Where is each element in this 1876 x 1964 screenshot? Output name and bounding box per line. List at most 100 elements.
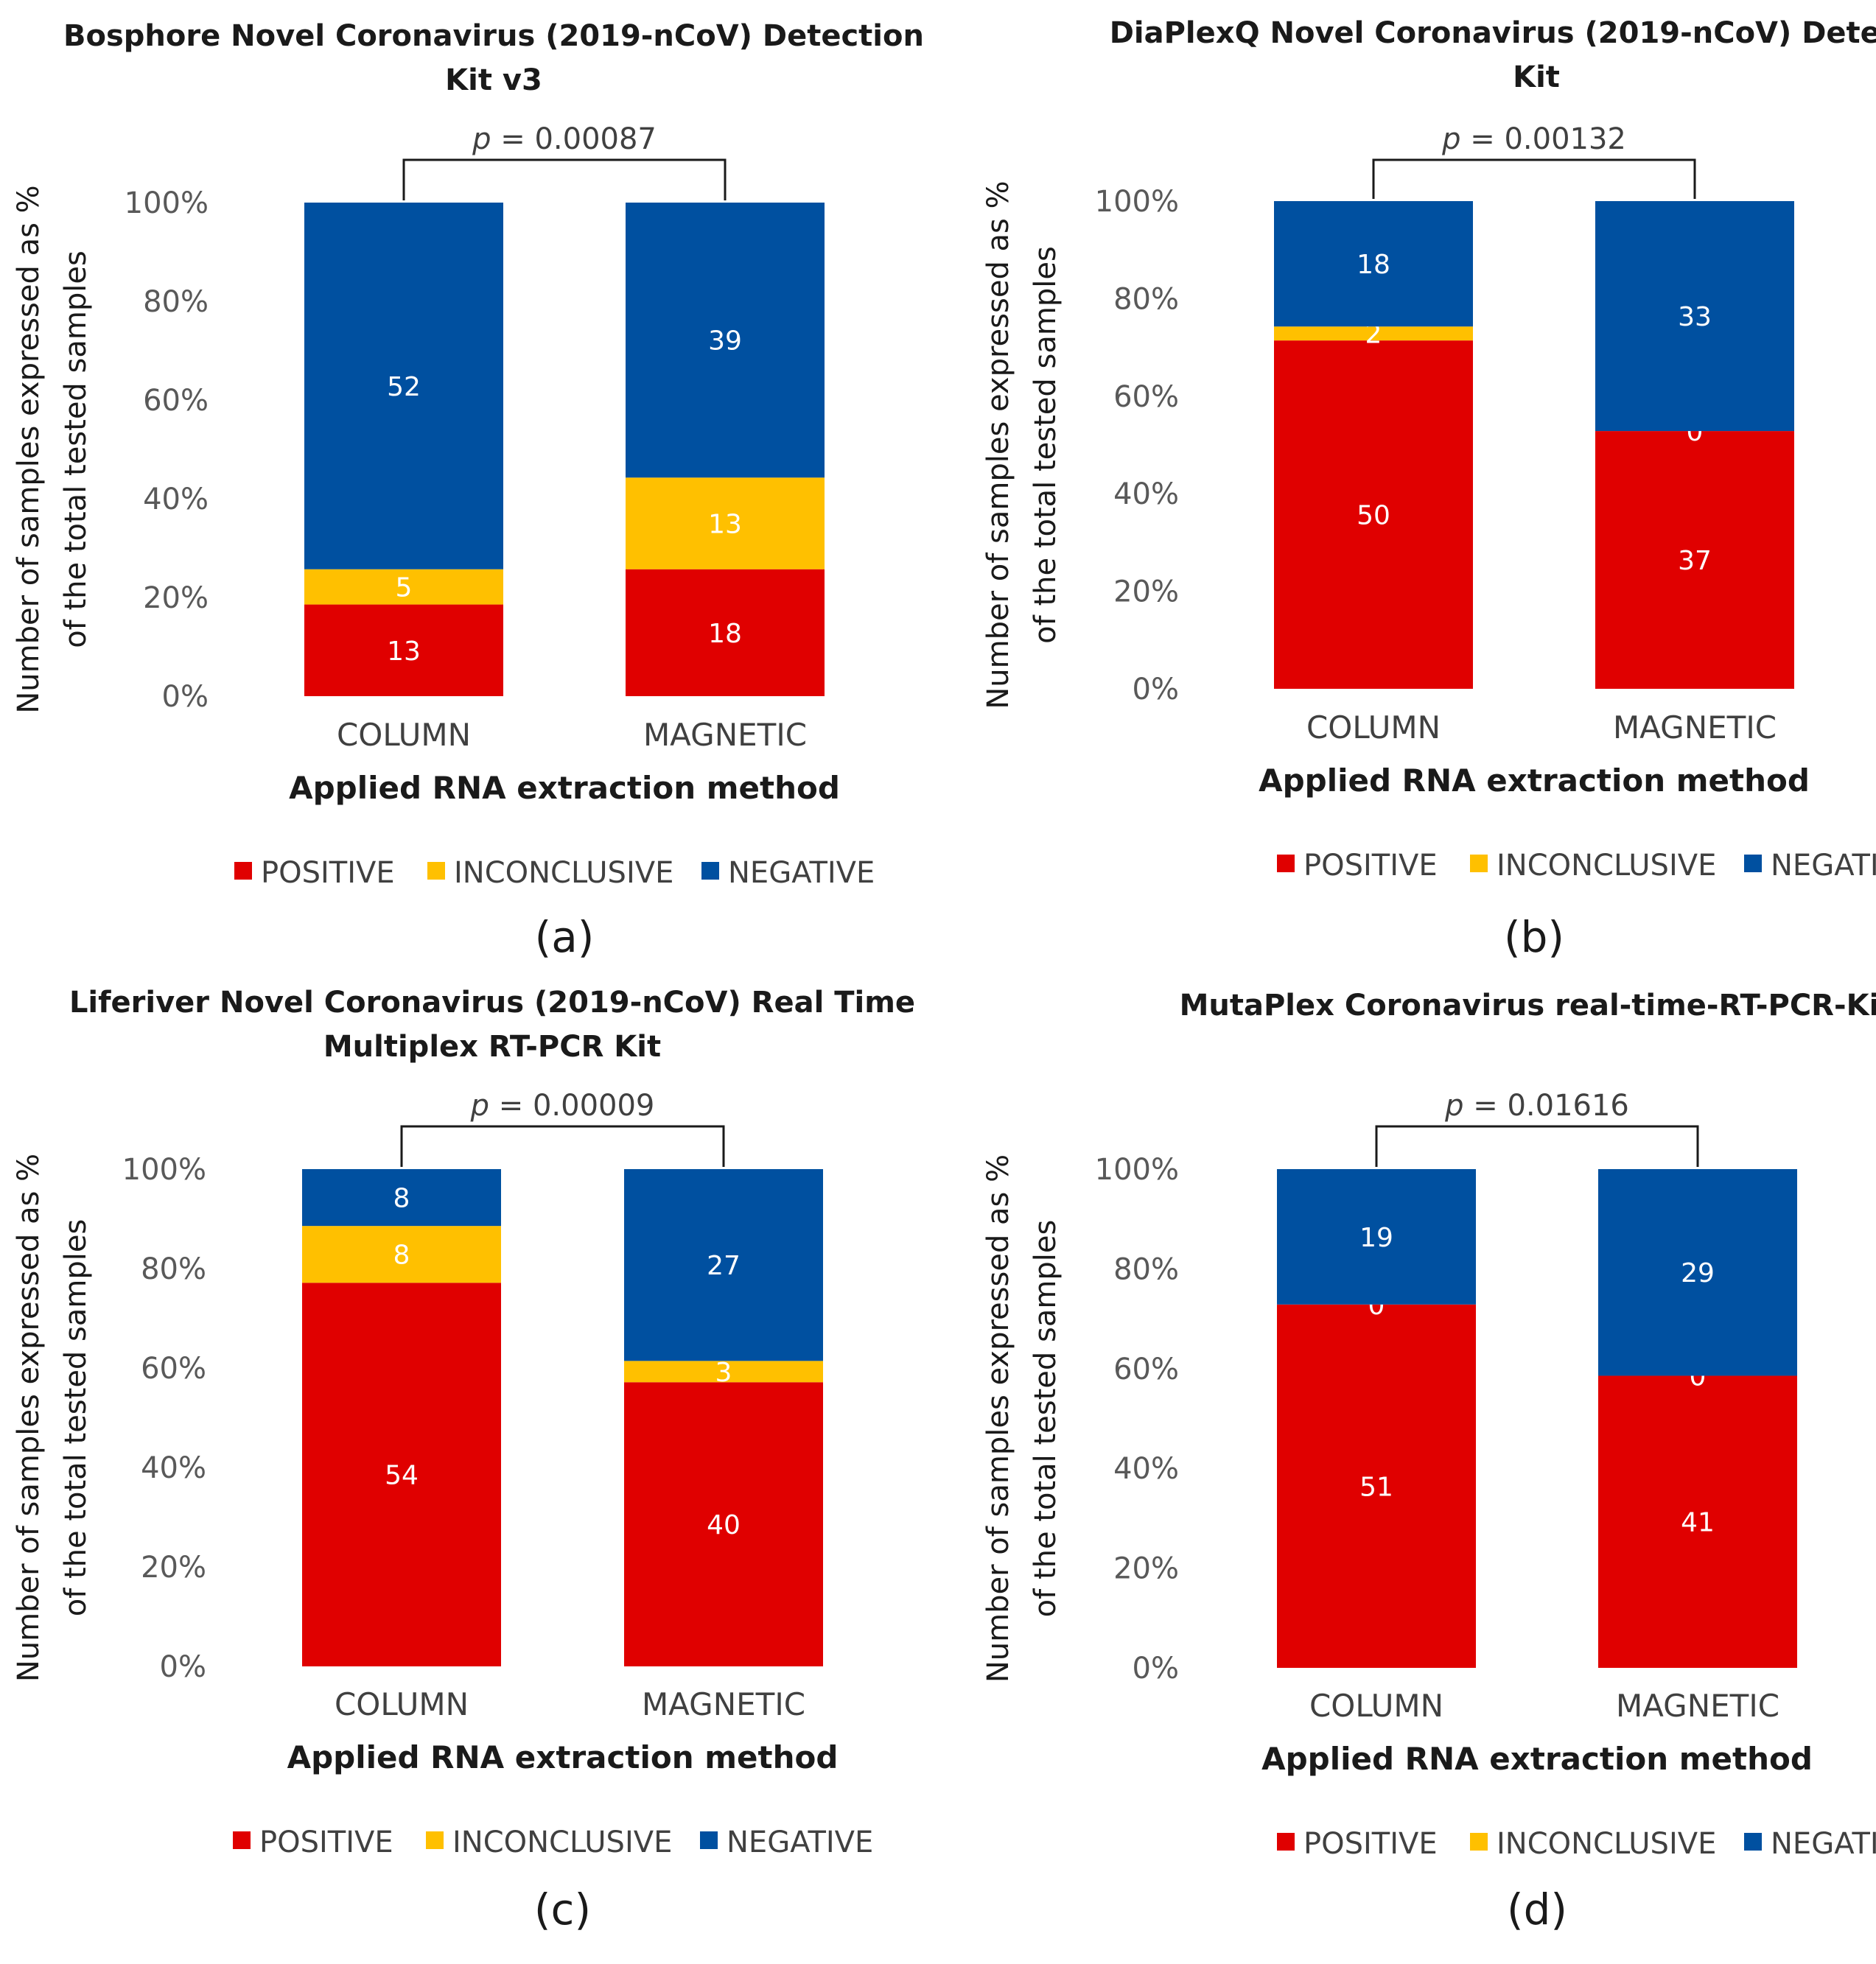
- y-tick-label: 60%: [143, 384, 209, 418]
- legend-swatch: [234, 862, 252, 880]
- bar-segment-negative: [304, 203, 503, 569]
- y-tick-label: 60%: [1113, 1353, 1179, 1386]
- chart-title: Kit v3: [445, 63, 542, 97]
- bar-segment-negative: [624, 1169, 823, 1361]
- legend-label: NEGATIVE: [727, 1826, 873, 1859]
- y-tick-label: 40%: [1113, 477, 1179, 511]
- legend-label: INCONCLUSIVE: [1497, 849, 1716, 883]
- panel-label: (c): [534, 1884, 591, 1935]
- y-axis-label: Number of samples expressed as %: [981, 1154, 1015, 1683]
- p-value-label: p = 0.01616: [1444, 1089, 1629, 1123]
- legend-label: INCONCLUSIVE: [1497, 1827, 1716, 1861]
- bar-segment-positive: [302, 1283, 501, 1666]
- legend-item-positive: POSITIVE: [1277, 849, 1438, 883]
- chart-title: Multiplex RT-PCR Kit: [323, 1030, 661, 1064]
- legend-label: INCONCLUSIVE: [452, 1826, 672, 1859]
- legend-label: POSITIVE: [259, 1826, 393, 1859]
- category-label: COLUMN: [1309, 1688, 1443, 1724]
- chart-title: MutaPlex Coronavirus real-time-RT-PCR-Ki…: [1180, 989, 1876, 1023]
- chart-panel-2: DiaPlexQ Novel Coronavirus (2019-nCoV) D…: [981, 16, 1876, 962]
- legend-item-inconclusive: INCONCLUSIVE: [427, 856, 673, 890]
- significance-bracket: [1372, 158, 1696, 199]
- data-label: 41: [1681, 1508, 1715, 1538]
- significance-bracket: [1375, 1125, 1699, 1167]
- bar-segment-positive: [624, 1382, 823, 1666]
- bar-segment-positive: [304, 604, 503, 696]
- y-tick-label: 40%: [143, 483, 209, 516]
- legend-item-negative: NEGATIVE: [700, 1826, 873, 1859]
- y-axis-label: of the total tested samples: [59, 1219, 93, 1617]
- y-tick-label: 100%: [122, 1153, 206, 1187]
- legend-swatch: [1470, 855, 1488, 872]
- data-label: 50: [1357, 501, 1390, 531]
- legend-item-negative: NEGATIVE: [701, 856, 875, 890]
- data-label: 8: [393, 1184, 410, 1214]
- category-label: MAGNETIC: [1616, 1688, 1779, 1724]
- legend-swatch: [1277, 1833, 1295, 1851]
- data-label: 27: [707, 1251, 741, 1281]
- bar-segment-positive: [626, 569, 825, 696]
- data-label: 3: [715, 1358, 732, 1388]
- category-label: MAGNETIC: [643, 717, 807, 753]
- legend-label: NEGATIVE: [1771, 849, 1876, 883]
- legend-item-positive: POSITIVE: [233, 1826, 393, 1859]
- y-tick-label: 0%: [160, 1650, 206, 1684]
- bar-segment-negative: [1595, 201, 1794, 432]
- data-label: 51: [1359, 1472, 1393, 1502]
- chart-title: Liferiver Novel Coronavirus (2019-nCoV) …: [69, 986, 915, 1020]
- legend-swatch: [700, 1831, 718, 1849]
- p-value-label: p = 0.00132: [1441, 122, 1626, 156]
- p-value-label: p = 0.00087: [472, 122, 657, 156]
- legend-label: NEGATIVE: [1771, 1827, 1876, 1861]
- bar-segment-negative: [1274, 201, 1473, 327]
- chart-title: Bosphore Novel Coronavirus (2019-nCoV) D…: [63, 19, 924, 53]
- data-label: 40: [707, 1510, 741, 1540]
- legend-swatch: [701, 862, 719, 880]
- y-tick-label: 0%: [162, 680, 209, 714]
- legend-swatch: [426, 1831, 444, 1849]
- y-axis-label: of the total tested samples: [1029, 1220, 1063, 1618]
- y-axis-label: of the total tested samples: [1029, 246, 1063, 644]
- y-tick-label: 60%: [141, 1352, 206, 1386]
- data-label: 8: [393, 1241, 410, 1271]
- data-label: 19: [1359, 1223, 1393, 1253]
- legend-swatch: [1277, 855, 1295, 872]
- chart-title: Kit: [1513, 60, 1560, 94]
- data-label: 54: [385, 1461, 419, 1491]
- category-label: MAGNETIC: [642, 1686, 805, 1722]
- y-tick-label: 80%: [1113, 282, 1179, 316]
- y-tick-label: 20%: [141, 1551, 206, 1585]
- y-axis-label: of the total tested samples: [59, 250, 93, 648]
- bar-segment-positive: [1274, 340, 1473, 689]
- significance-bracket: [402, 158, 727, 200]
- panel-label: (d): [1507, 1884, 1567, 1935]
- y-axis-label: Number of samples expressed as %: [12, 1154, 46, 1682]
- bar-segment-inconclusive: [302, 1226, 501, 1283]
- chart-panel-3: Liferiver Novel Coronavirus (2019-nCoV) …: [12, 986, 915, 1935]
- y-tick-label: 20%: [1113, 575, 1179, 609]
- data-label: 18: [1357, 250, 1390, 280]
- chart-title: DiaPlexQ Novel Coronavirus (2019-nCoV) D…: [1110, 16, 1876, 50]
- x-axis-label: Applied RNA extraction method: [1261, 1741, 1813, 1777]
- legend-swatch: [233, 1831, 251, 1849]
- bar-segment-negative: [1598, 1169, 1797, 1376]
- x-axis-label: Applied RNA extraction method: [289, 770, 840, 806]
- p-value-label: p = 0.00009: [470, 1089, 655, 1123]
- data-label: 18: [708, 619, 742, 649]
- category-label: COLUMN: [337, 717, 471, 753]
- data-label: 5: [396, 573, 413, 603]
- data-label: 13: [708, 510, 742, 540]
- legend-item-positive: POSITIVE: [234, 856, 395, 890]
- y-tick-label: 60%: [1113, 380, 1179, 414]
- bar-segment-inconclusive: [1274, 326, 1473, 341]
- legend-swatch: [1744, 1833, 1762, 1851]
- data-label: 13: [387, 636, 421, 667]
- bar-segment-inconclusive: [624, 1361, 823, 1383]
- legend-swatch: [1744, 855, 1762, 872]
- y-tick-label: 40%: [141, 1451, 206, 1485]
- bar-segment-negative: [626, 203, 825, 478]
- panel-label: (b): [1504, 912, 1564, 962]
- panel-label: (a): [535, 912, 595, 962]
- legend-item-inconclusive: INCONCLUSIVE: [1470, 849, 1716, 883]
- bar-segment-positive: [1277, 1304, 1476, 1668]
